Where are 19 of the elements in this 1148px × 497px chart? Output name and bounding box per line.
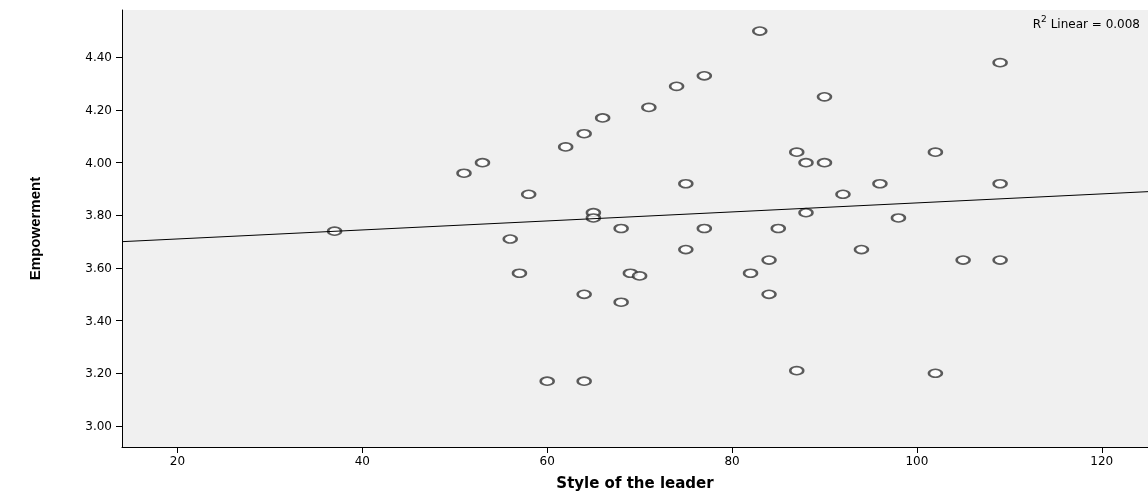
- y-tick-label: 3.80: [85, 208, 112, 223]
- point: [817, 157, 832, 168]
- y-tick-label: 3.60: [85, 260, 112, 275]
- y-tick-label: 3.40: [85, 313, 112, 328]
- y-tick-label: 4.40: [85, 50, 112, 65]
- x-tick-label: 120: [1090, 454, 1114, 468]
- y-axis-title: Empowerment: [26, 176, 43, 281]
- point: [817, 91, 832, 102]
- y-tick-label: 4.00: [85, 155, 112, 170]
- x-tick-label: 20: [169, 454, 186, 468]
- y-tick-label: 4.20: [85, 103, 112, 118]
- y-tick-label: 3.20: [85, 366, 112, 381]
- x-tick-label: 40: [354, 454, 370, 468]
- x-tick-label: 100: [905, 454, 929, 468]
- x-tick-label: 60: [539, 454, 555, 468]
- x-axis-title: Style of the leader: [556, 473, 715, 492]
- x-tick-label: 80: [724, 454, 740, 468]
- y-tick-label: 3.00: [85, 418, 112, 433]
- point: [475, 157, 490, 168]
